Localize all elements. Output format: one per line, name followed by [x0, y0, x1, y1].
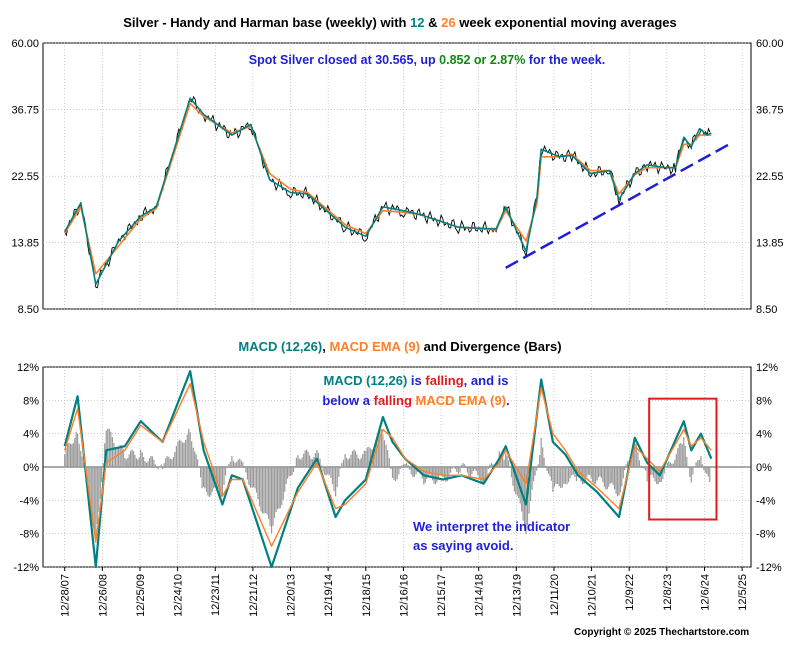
- macd-y-tick-right: -12%: [756, 562, 782, 574]
- price-chart-title-part-0: Silver - Handy and Harman base (weekly) …: [123, 15, 410, 30]
- x-axis-date-label: 12/20/13: [286, 574, 298, 617]
- price-ema-12-line: [64, 97, 712, 286]
- macd-annotation-line1-part-0: MACD (12,26): [324, 373, 408, 388]
- avoid-annotation-line1: We interpret the indicator: [413, 519, 570, 534]
- macd-series-1-line: [64, 383, 712, 547]
- x-axis-date-label: 12/6/24: [700, 574, 712, 611]
- support-trend-line: [505, 143, 730, 269]
- price-annotation-part-2: for the week.: [525, 53, 605, 67]
- x-axis-date-label: 12/19/14: [323, 574, 335, 617]
- price-y-tick-left: 60.00: [11, 38, 39, 50]
- macd-y-tick-right: -8%: [756, 529, 776, 541]
- price-y-tick-left: 22.55: [11, 171, 39, 183]
- x-axis-date-label: 12/13/19: [511, 574, 523, 617]
- x-axis-date-label: 12/24/10: [173, 574, 185, 617]
- macd-annotation-line2-part-1: falling: [374, 393, 412, 408]
- macd-annotation-line1-part-2: falling: [425, 373, 463, 388]
- macd-annotation-line2-part-4: .: [506, 393, 510, 408]
- x-axis-date-label: 12/18/15: [361, 574, 373, 617]
- x-axis-date-label: 12/10/21: [587, 574, 599, 617]
- price-annotation-part-0: Spot Silver closed at 30.565, up: [249, 53, 439, 67]
- macd-chart-title-part-3: and Divergence (Bars): [420, 339, 562, 354]
- macd-chart-title-part-1: ,: [322, 339, 329, 354]
- price-y-tick-right: 36.75: [756, 105, 784, 117]
- macd-annotation-line2: below a falling MACD EMA (9).: [322, 393, 509, 408]
- price-chart-title-part-4: week exponential moving averages: [456, 15, 677, 30]
- x-axis-date-label: 12/23/11: [210, 574, 222, 616]
- x-axis-date-label: 12/26/08: [97, 574, 109, 617]
- macd-y-tick-right: 12%: [756, 362, 778, 374]
- macd-y-tick-left: -4%: [19, 495, 39, 507]
- macd-chart-title-part-0: MACD (12,26): [238, 339, 322, 354]
- x-axis-date-label: 12/25/09: [135, 574, 147, 617]
- price-y-tick-left: 13.85: [11, 238, 39, 250]
- macd-y-tick-right: 8%: [756, 395, 772, 407]
- macd-y-tick-left: 12%: [17, 362, 39, 374]
- x-axis-date-label: 12/8/23: [662, 574, 674, 611]
- macd-y-tick-left: 0%: [23, 462, 39, 474]
- macd-annotation-line2-part-0: below a: [322, 393, 373, 408]
- x-axis-date-label: 12/15/17: [436, 574, 448, 617]
- macd-y-tick-right: 4%: [756, 429, 772, 441]
- macd-y-tick-left: 8%: [23, 395, 39, 407]
- macd-highlight-box: [648, 397, 718, 521]
- price-y-tick-right: 60.00: [756, 38, 784, 50]
- price-chart-title-part-1: 12: [410, 15, 424, 30]
- price-chart-title-part-2: &: [425, 15, 442, 30]
- price-y-tick-right: 22.55: [756, 171, 784, 183]
- price-y-tick-left: 8.50: [18, 304, 39, 316]
- price-y-tick-left: 36.75: [11, 105, 39, 117]
- price-annotation: Spot Silver closed at 30.565, up 0.852 o…: [249, 53, 605, 67]
- macd-annotation-line1-part-3: , and is: [464, 373, 509, 388]
- x-axis-date-label: 12/11/20: [549, 574, 561, 616]
- macd-y-tick-right: -4%: [756, 495, 776, 507]
- x-axis-date-label: 12/21/12: [248, 574, 260, 617]
- macd-annotation-line2-part-3: MACD EMA (9): [416, 393, 507, 408]
- price-annotation-part-1: 0.852 or 2.87%: [439, 53, 525, 67]
- avoid-annotation-line2: as saying avoid.: [413, 538, 513, 553]
- macd-annotation-line1: MACD (12,26) is falling, and is: [324, 373, 509, 388]
- copyright-text: Copyright © 2025 Thechartstore.com: [574, 627, 750, 638]
- x-axis-date-label: 12/28/07: [60, 574, 72, 617]
- macd-y-tick-left: -12%: [13, 562, 39, 574]
- price-chart-title: Silver - Handy and Harman base (weekly) …: [123, 15, 676, 30]
- macd-y-tick-left: 4%: [23, 429, 39, 441]
- macd-annotation-line1-part-1: is: [407, 373, 425, 388]
- macd-y-tick-right: 0%: [756, 462, 772, 474]
- x-axis-date-label: 12/9/22: [624, 574, 636, 611]
- price-y-tick-right: 8.50: [756, 304, 777, 316]
- macd-y-tick-left: -8%: [19, 529, 39, 541]
- price-y-tick-right: 13.85: [756, 238, 784, 250]
- x-axis-date-label: 12/16/16: [398, 574, 410, 617]
- macd-chart-title-part-2: MACD EMA (9): [329, 339, 420, 354]
- x-axis-date-label: 12/5/25: [737, 574, 749, 611]
- x-axis-date-label: 12/14/18: [474, 574, 486, 617]
- price-chart-title-part-3: 26: [441, 15, 455, 30]
- macd-chart-title: MACD (12,26), MACD EMA (9) and Divergenc…: [238, 339, 561, 354]
